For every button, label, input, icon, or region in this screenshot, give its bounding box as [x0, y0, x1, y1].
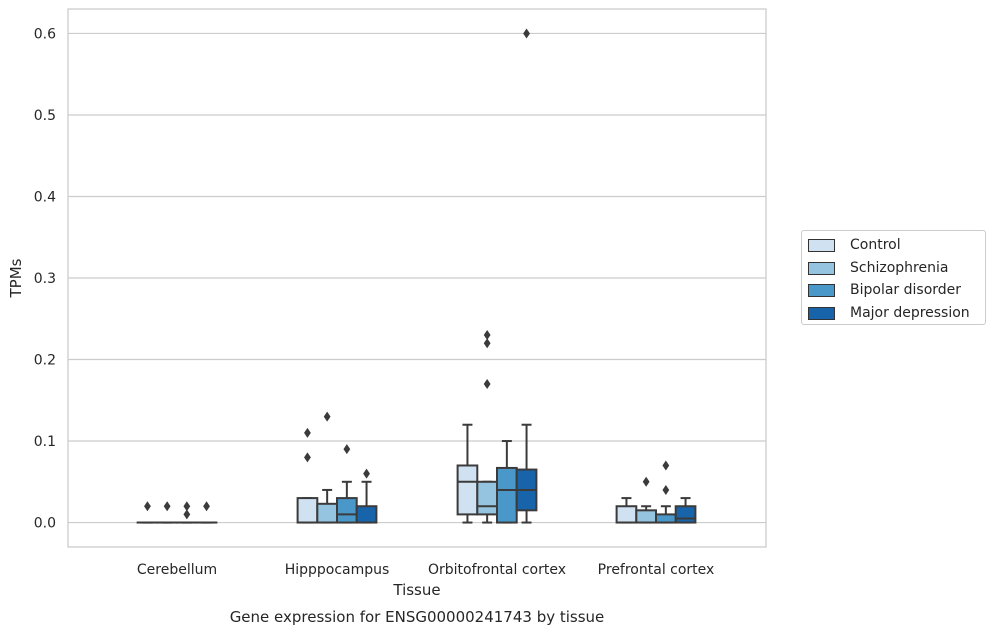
legend-swatch-major-depression	[808, 306, 835, 320]
box-group	[316, 411, 338, 524]
box	[496, 466, 518, 524]
y-tick-label: 0.4	[34, 189, 56, 205]
box-group	[355, 468, 378, 524]
box	[655, 513, 677, 524]
x-axis-label: Tissue	[392, 581, 440, 599]
box-group	[176, 501, 198, 524]
legend-label-schizophrenia: Schizophrenia	[850, 260, 949, 276]
y-tick-label: 0.5	[34, 108, 56, 124]
chart-caption: Gene expression for ENSG00000241743 by t…	[230, 608, 605, 626]
legend-label-bipolar-disorder: Bipolar disorder	[850, 282, 962, 298]
box	[355, 505, 378, 524]
box	[476, 480, 498, 516]
outlier-point	[203, 501, 210, 512]
box	[456, 464, 479, 516]
box-group	[456, 423, 479, 524]
outlier-point	[163, 501, 171, 512]
box-group	[156, 501, 179, 524]
plot-area-frame	[67, 8, 767, 548]
outlier-point	[144, 501, 151, 512]
legend-label-control: Control	[850, 237, 901, 253]
legend-item-control: Control	[808, 235, 901, 255]
box	[635, 509, 657, 524]
box-group	[674, 497, 697, 524]
x-tick-label: Cerebellum	[137, 562, 217, 578]
outlier-point	[483, 330, 491, 341]
box-group	[136, 501, 159, 524]
box-group	[296, 427, 319, 524]
outlier-point	[183, 509, 191, 520]
y-tick-label: 0.6	[34, 26, 56, 42]
y-tick-label: 0.3	[34, 271, 56, 287]
y-tick-label: 0.2	[34, 353, 56, 369]
box-group	[655, 460, 677, 524]
box-group	[496, 440, 518, 524]
outlier-point	[304, 452, 311, 463]
outlier-point	[523, 28, 530, 39]
y-axis-label: TPMs	[7, 258, 25, 298]
outlier-point	[183, 501, 191, 512]
outlier-point	[642, 476, 650, 487]
outlier-point	[662, 484, 670, 495]
legend: Control Schizophrenia Bipolar disorder M…	[801, 230, 986, 325]
x-tick-label: Prefrontal cortex	[598, 562, 715, 578]
box-group	[615, 497, 638, 524]
legend-label-major-depression: Major depression	[850, 305, 970, 321]
box	[296, 497, 319, 524]
box	[316, 502, 338, 524]
box	[615, 505, 638, 524]
boxes	[136, 28, 697, 524]
grid-lines	[68, 32, 766, 524]
y-tick-label: 0.1	[34, 434, 56, 450]
box-group	[476, 330, 498, 524]
y-tick-labels: 0.0 0.1 0.2 0.3 0.4 0.5 0.6	[34, 26, 56, 531]
outlier-point	[483, 338, 491, 349]
outlier-point	[483, 378, 491, 389]
box	[336, 497, 358, 524]
outlier-point	[363, 468, 370, 479]
legend-item-major-depression: Major depression	[808, 303, 970, 323]
outlier-point	[343, 444, 351, 455]
legend-item-bipolar-disorder: Bipolar disorder	[808, 280, 961, 300]
box	[674, 505, 697, 524]
outlier-point	[304, 427, 311, 438]
outlier-point	[662, 460, 670, 471]
y-tick-label: 0.0	[34, 516, 56, 532]
box-group	[635, 476, 657, 524]
legend-swatch-control	[808, 238, 835, 252]
legend-swatch-schizophrenia	[808, 261, 835, 275]
outlier-point	[323, 411, 331, 422]
x-tick-label: Hipppocampus	[285, 562, 390, 578]
x-tick-labels: Cerebellum Hipppocampus Orbitofrontal cort…	[137, 562, 714, 578]
box-group	[336, 444, 358, 524]
x-tick-label: Orbitofrontal cortex	[428, 562, 566, 578]
legend-item-schizophrenia: Schizophrenia	[808, 258, 948, 278]
legend-swatch-bipolar-disorder	[808, 283, 835, 297]
box-group	[515, 28, 538, 524]
box-group	[195, 501, 218, 524]
